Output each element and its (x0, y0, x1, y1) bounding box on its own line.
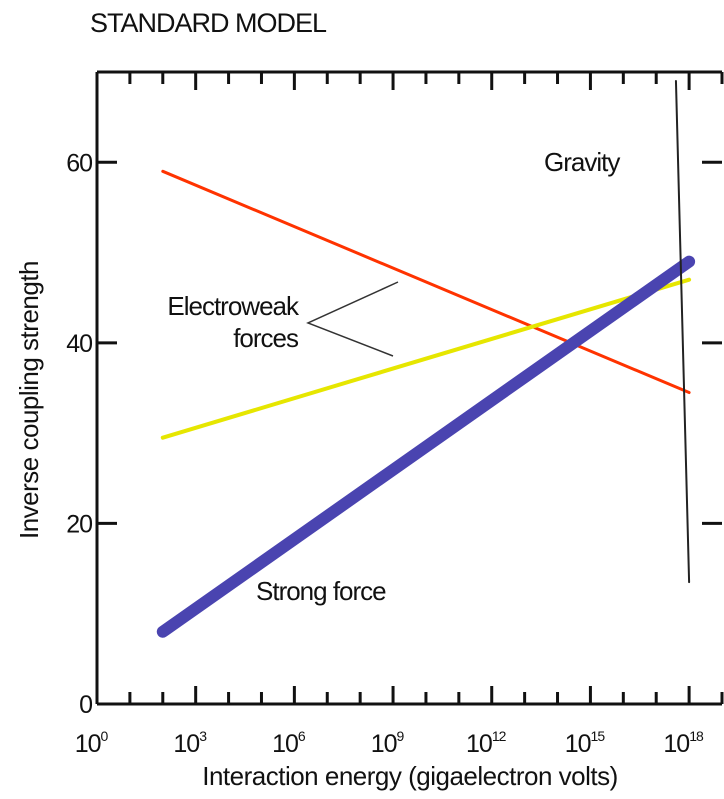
tick-labels: 100 103 106 109 1012 1015 1018 0 20 40 60 (66, 149, 705, 758)
x-tick-label: 100 (75, 728, 109, 758)
x-tick-label: 1015 (565, 728, 606, 758)
series-line-weak-red (161, 169, 691, 395)
x-tick-label: 1018 (663, 728, 704, 758)
series-line-gravity (674, 80, 691, 584)
gravity-label: Gravity (544, 147, 620, 177)
electroweak-pointer (306, 281, 399, 357)
y-tick-label: 40 (66, 330, 92, 358)
electroweak-label: Electroweak (167, 291, 300, 321)
series-line-weak-yellow (160, 277, 692, 440)
forces-label: forces (233, 323, 299, 353)
x-tick-label: 1012 (466, 728, 507, 758)
axis-ticks (97, 72, 724, 706)
x-axis-label: Interaction energy (gigaelectron volts) (202, 761, 618, 791)
chart-title: STANDARD MODEL (90, 8, 327, 38)
x-tick-label: 109 (371, 728, 405, 758)
x-tick-label: 106 (272, 728, 306, 758)
plot-frame (95, 70, 722, 706)
y-tick-label: 20 (66, 510, 92, 538)
series-lines (156, 80, 696, 638)
strong-force-label: Strong force (256, 576, 386, 606)
x-tick-label: 103 (173, 728, 207, 758)
y-tick-label: 60 (66, 149, 92, 177)
y-axis-label: Inverse coupling strength (14, 261, 44, 539)
series-line-strong (156, 255, 696, 638)
y-tick-label: 0 (79, 691, 92, 719)
